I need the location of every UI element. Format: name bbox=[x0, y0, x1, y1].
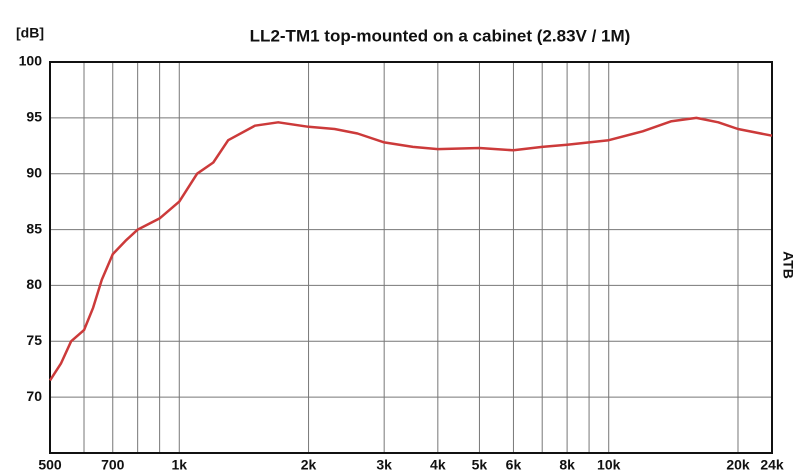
x-tick-label: 24k bbox=[760, 457, 784, 472]
y-tick-label: 85 bbox=[26, 220, 42, 236]
x-tick-label: 4k bbox=[430, 457, 446, 472]
y-tick-label: 100 bbox=[19, 53, 43, 69]
x-tick-label: 500 bbox=[38, 457, 62, 472]
y-tick-label: 75 bbox=[26, 332, 42, 348]
x-tick-label: 8k bbox=[559, 457, 575, 472]
x-tick-label: 2k bbox=[301, 457, 317, 472]
chart-title: LL2-TM1 top-mounted on a cabinet (2.83V … bbox=[250, 26, 631, 45]
annotation: ATB bbox=[780, 251, 796, 279]
x-tick-label: 6k bbox=[506, 457, 522, 472]
y-tick-label: 80 bbox=[26, 276, 42, 292]
x-tick-label: 700 bbox=[101, 457, 125, 472]
y-tick-label: 70 bbox=[26, 388, 42, 404]
x-tick-label: 1k bbox=[171, 457, 187, 472]
x-tick-label: 20k bbox=[726, 457, 750, 472]
plot-frame bbox=[49, 61, 773, 454]
response-line bbox=[48, 116, 773, 382]
y-tick-label: 90 bbox=[26, 164, 42, 180]
y-tick-label: 95 bbox=[26, 109, 42, 125]
x-tick-label: 3k bbox=[376, 457, 392, 472]
y-axis-label: [dB] bbox=[16, 25, 44, 41]
x-tick-label: 10k bbox=[597, 457, 621, 472]
x-tick-label: 5k bbox=[472, 457, 488, 472]
